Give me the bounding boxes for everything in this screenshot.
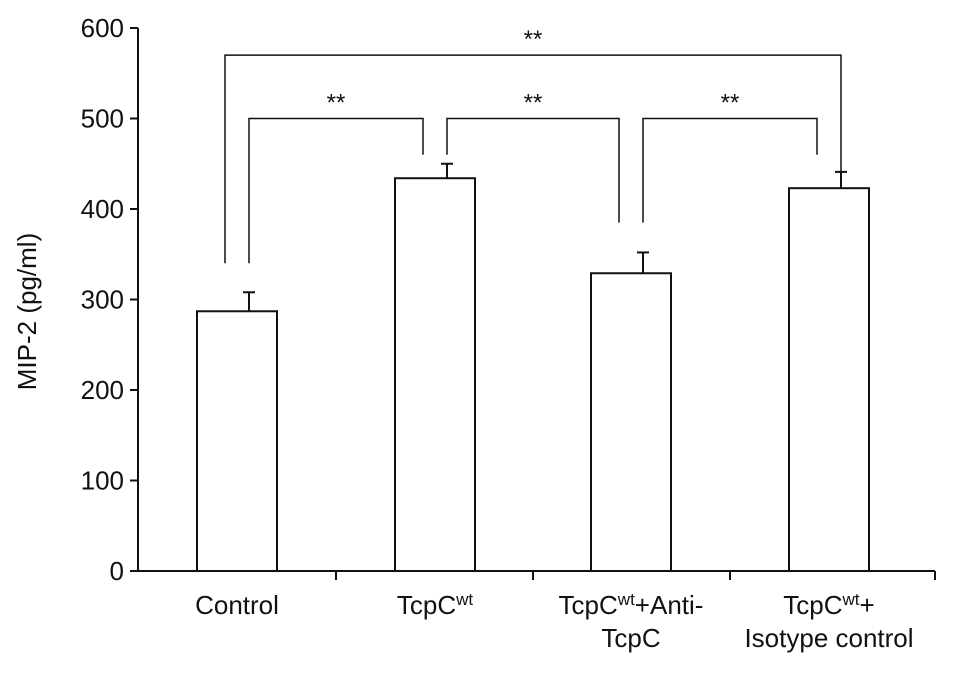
- significance-label-1: **: [327, 90, 346, 117]
- y-tick-label-400: 400: [81, 194, 124, 224]
- y-tick-label-500: 500: [81, 104, 124, 134]
- y-tick-label-100: 100: [81, 466, 124, 496]
- category-label-1-line-0: TcpCwt: [397, 590, 474, 621]
- bar-1: [394, 177, 476, 572]
- y-tick-label-200: 200: [81, 375, 124, 405]
- bar-2: [590, 272, 672, 572]
- category-label-3-line-0: TcpCwt+: [783, 590, 874, 621]
- significance-layer: ** ** ** **: [224, 26, 842, 264]
- category-labels-layer: Control TcpCwt TcpCwt+Anti-TcpC TcpCwt+Isot…: [195, 590, 913, 654]
- y-tick-label-600: 600: [81, 13, 124, 43]
- significance-bracket-2: [446, 117, 620, 223]
- significance-label-0: **: [524, 26, 543, 53]
- bar-3: [788, 187, 870, 572]
- significance-label-2: **: [524, 90, 543, 117]
- y-tick-label-0: 0: [110, 556, 124, 586]
- significance-bracket-1: [248, 117, 424, 264]
- category-label-2-line-0: TcpCwt+Anti-: [559, 590, 704, 621]
- axes-layer: 0 100 200 300 400 500 600: [81, 13, 936, 586]
- significance-bracket-3: [642, 117, 818, 223]
- y-tick-label-300: 300: [81, 285, 124, 315]
- category-label-2-line-1: TcpC: [601, 623, 660, 653]
- significance-label-3: **: [721, 90, 740, 117]
- bars-layer: [196, 162, 870, 572]
- bar-0: [196, 310, 278, 572]
- y-axis-title: MIP-2 (pg/ml): [12, 233, 42, 390]
- category-label-0-line-0: Control: [195, 590, 279, 620]
- category-label-3-line-1: Isotype control: [744, 623, 913, 653]
- significance-bracket-0: [224, 54, 842, 264]
